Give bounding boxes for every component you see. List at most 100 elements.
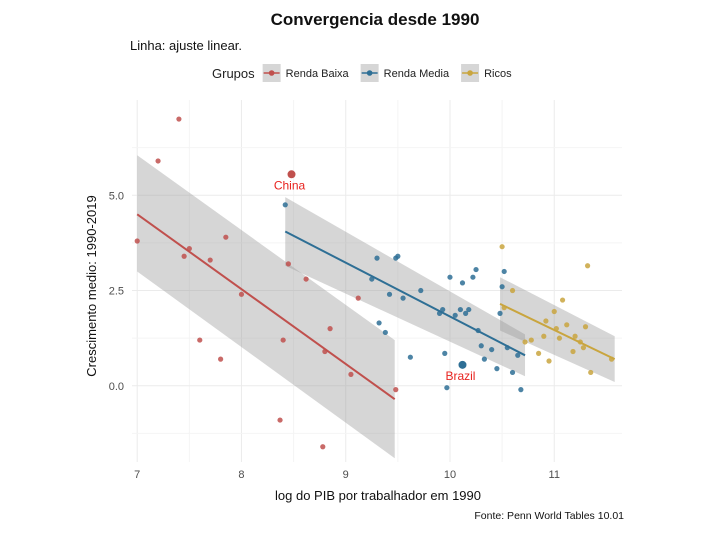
point-renda-baixa <box>327 326 333 332</box>
point-renda-media <box>494 366 500 372</box>
point-renda-media <box>459 280 466 286</box>
y-axis-label: Crescimento medio: 1990-2019 <box>84 195 99 376</box>
legend-label-renda-baixa: Renda Baixa <box>286 68 350 80</box>
x-tick-label: 9 <box>343 469 349 481</box>
point-renda-baixa <box>134 238 140 244</box>
point-renda-media <box>473 266 479 273</box>
point-renda-baixa <box>280 337 286 343</box>
legend-label-renda-media: Renda Media <box>384 68 450 80</box>
fit-line-ricos <box>499 302 616 361</box>
point-ricos <box>535 350 542 356</box>
point-ricos <box>522 339 528 345</box>
point-ricos <box>570 348 576 355</box>
point-renda-media <box>407 354 413 360</box>
point-renda-media <box>497 310 503 316</box>
legend-label-ricos: Ricos <box>484 68 512 80</box>
point-renda-media <box>440 306 446 313</box>
point-renda-media <box>282 202 288 208</box>
data-points <box>134 116 615 450</box>
point-renda-media <box>501 268 507 275</box>
point-renda-baixa <box>207 257 213 263</box>
point-ricos <box>551 308 557 315</box>
point-renda-media <box>436 310 443 316</box>
point-ricos <box>580 345 587 351</box>
y-tick-label: 0.0 <box>109 381 124 393</box>
point-renda-baixa <box>223 234 229 240</box>
legend-key-point <box>366 70 373 76</box>
point-renda-media <box>466 306 472 313</box>
point-renda-media <box>386 291 393 297</box>
point-renda-media <box>504 345 510 351</box>
point-ricos <box>553 326 559 332</box>
point-renda-media <box>374 255 380 261</box>
highlight-label-china: China <box>274 178 306 192</box>
caption: Fonte: Penn World Tables 10.01 <box>474 510 624 522</box>
point-ricos <box>543 318 549 324</box>
y-tick-label: 2.5 <box>109 286 124 298</box>
point-renda-baixa <box>285 261 291 267</box>
x-tick-label: 10 <box>444 469 456 481</box>
highlight-label-brazil: Brazil <box>445 369 475 383</box>
point-renda-media <box>369 276 375 282</box>
point-renda-media <box>470 274 476 280</box>
point-renda-media <box>499 284 505 290</box>
point-ricos <box>546 358 552 364</box>
point-renda-media <box>457 306 464 313</box>
point-renda-baixa <box>176 116 182 122</box>
y-tick-label: 5.0 <box>109 190 124 202</box>
point-renda-media <box>489 346 495 353</box>
x-axis-label: log do PIB por trabalhador em 1990 <box>275 488 481 503</box>
x-tick-label: 8 <box>238 469 244 481</box>
point-renda-media <box>518 387 524 393</box>
point-ricos <box>564 322 570 328</box>
point-ricos <box>572 333 578 339</box>
fit-line-renda-media <box>284 230 526 357</box>
legend-title: Grupos <box>212 66 255 81</box>
point-renda-baixa <box>348 371 354 377</box>
point-renda-media <box>382 329 388 336</box>
point-ricos <box>501 305 507 311</box>
point-renda-baixa <box>277 417 283 423</box>
fit-line-renda-baixa <box>136 213 396 400</box>
fit-lines <box>136 213 616 400</box>
point-renda-media <box>444 385 450 391</box>
y-axis: 0.0 2.5 5.0 <box>109 190 124 393</box>
highlight-point-china <box>287 170 296 179</box>
chart-subtitle: Linha: ajuste linear. <box>130 38 242 53</box>
point-renda-media <box>395 253 401 259</box>
point-renda-media <box>481 356 487 362</box>
legend-key-point <box>268 70 275 76</box>
point-ricos <box>608 356 615 362</box>
point-renda-media <box>447 274 453 280</box>
point-renda-media <box>509 369 516 376</box>
point-renda-media <box>475 327 481 334</box>
x-tick-label: 7 <box>134 469 140 481</box>
confidence-bands <box>137 155 615 459</box>
point-renda-baixa <box>181 253 187 259</box>
point-ricos <box>509 287 516 294</box>
point-renda-baixa <box>355 295 361 301</box>
highlight-point-brazil <box>458 360 467 369</box>
point-ricos <box>584 263 591 269</box>
point-ricos <box>499 244 505 250</box>
confidence-band-renda-media <box>285 197 526 377</box>
point-renda-media <box>418 287 424 294</box>
x-axis: 7 8 9 10 11 <box>134 469 560 481</box>
point-renda-baixa <box>218 356 224 362</box>
point-renda-baixa <box>303 276 309 282</box>
point-renda-media <box>515 352 521 358</box>
chart-title: Convergencia desde 1990 <box>271 10 480 29</box>
point-ricos <box>556 335 563 341</box>
point-renda-baixa <box>393 387 399 393</box>
point-renda-media <box>442 350 448 356</box>
point-renda-baixa <box>320 444 326 450</box>
point-ricos <box>577 339 583 345</box>
highlight-labels: China Brazil <box>274 170 475 383</box>
point-renda-baixa <box>197 337 203 343</box>
point-renda-media <box>463 310 469 316</box>
point-renda-media <box>376 320 382 326</box>
legend: Grupos Renda Baixa Renda Media Ricos <box>212 64 512 82</box>
point-renda-baixa <box>238 291 245 297</box>
point-ricos <box>588 369 594 376</box>
